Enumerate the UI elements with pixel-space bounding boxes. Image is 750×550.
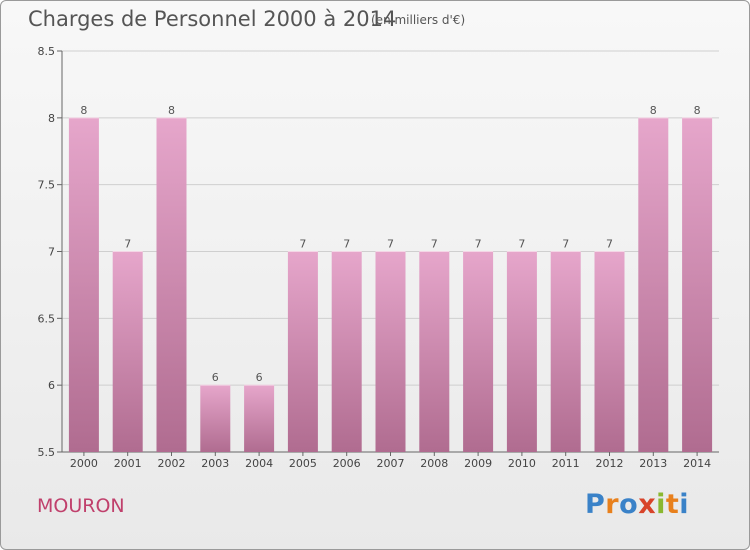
y-tick-label: 8.5 <box>38 45 56 58</box>
x-tick-label: 2002 <box>158 457 186 470</box>
x-tick-label: 2014 <box>683 457 711 470</box>
x-tick-label: 2012 <box>596 457 624 470</box>
bar-value-label: 8 <box>694 104 701 117</box>
bar <box>112 251 143 452</box>
bar <box>638 117 669 452</box>
bar-value-label: 7 <box>431 238 438 251</box>
x-tick-label: 2006 <box>333 457 361 470</box>
logo-letter: P <box>585 489 606 520</box>
bar <box>682 117 713 452</box>
bar <box>463 251 494 452</box>
bar-value-label: 7 <box>606 238 613 251</box>
x-tick-label: 2010 <box>508 457 536 470</box>
y-tick-label: 7.5 <box>38 179 56 192</box>
x-tick-label: 2005 <box>289 457 317 470</box>
chart-title: Charges de Personnel 2000 à 2014 <box>28 7 397 31</box>
x-tick-label: 2003 <box>201 457 229 470</box>
chart-subtitle: (en milliers d'€) <box>371 13 466 27</box>
labels: 5.5 6 6.5 7 7.5 8 8.5 2000 8 2001 7 2002 8 2003 6 2004 6… <box>38 45 712 470</box>
bar <box>375 251 406 452</box>
bar <box>200 385 231 452</box>
bars <box>68 117 713 452</box>
bar-value-label: 7 <box>562 238 569 251</box>
x-tick-label: 2004 <box>245 457 273 470</box>
bar <box>244 385 275 452</box>
logo-letter: r <box>605 489 620 520</box>
bar-value-label: 6 <box>212 371 219 384</box>
bar <box>550 251 581 452</box>
logo-letter: i <box>656 489 666 520</box>
logo-letter: x <box>638 489 657 520</box>
bar-value-label: 8 <box>168 104 175 117</box>
logo-letter: t <box>665 489 680 520</box>
bar-value-label: 8 <box>80 104 87 117</box>
y-tick-label: 7 <box>48 246 55 259</box>
bar <box>506 251 537 452</box>
bar-value-label: 7 <box>299 238 306 251</box>
bar-value-label: 7 <box>387 238 394 251</box>
bar <box>594 251 625 452</box>
bar-value-label: 8 <box>650 104 657 117</box>
bar-value-label: 7 <box>343 238 350 251</box>
logo-letter: i <box>679 489 690 520</box>
x-tick-label: 2007 <box>377 457 405 470</box>
bar-value-label: 7 <box>475 238 482 251</box>
bar <box>156 117 187 452</box>
proxiti-logo: Proxiti <box>585 489 689 520</box>
bar <box>287 251 318 452</box>
bar <box>68 117 99 452</box>
bar <box>331 251 362 452</box>
bar-value-label: 7 <box>124 238 131 251</box>
logo-letter: o <box>619 489 639 520</box>
x-tick-label: 2011 <box>552 457 580 470</box>
y-tick-label: 6.5 <box>38 312 56 325</box>
bar-value-label: 7 <box>518 238 525 251</box>
y-tick-label: 6 <box>48 379 55 392</box>
x-tick-label: 2008 <box>420 457 448 470</box>
commune-name: MOURON <box>37 495 125 517</box>
x-tick-label: 2013 <box>639 457 667 470</box>
x-tick-label: 2009 <box>464 457 492 470</box>
x-tick-label: 2001 <box>114 457 142 470</box>
y-tick-label: 5.5 <box>38 446 56 459</box>
bar-value-label: 6 <box>256 371 263 384</box>
bar <box>419 251 450 452</box>
x-tick-label: 2000 <box>70 457 98 470</box>
y-tick-label: 8 <box>48 112 55 125</box>
